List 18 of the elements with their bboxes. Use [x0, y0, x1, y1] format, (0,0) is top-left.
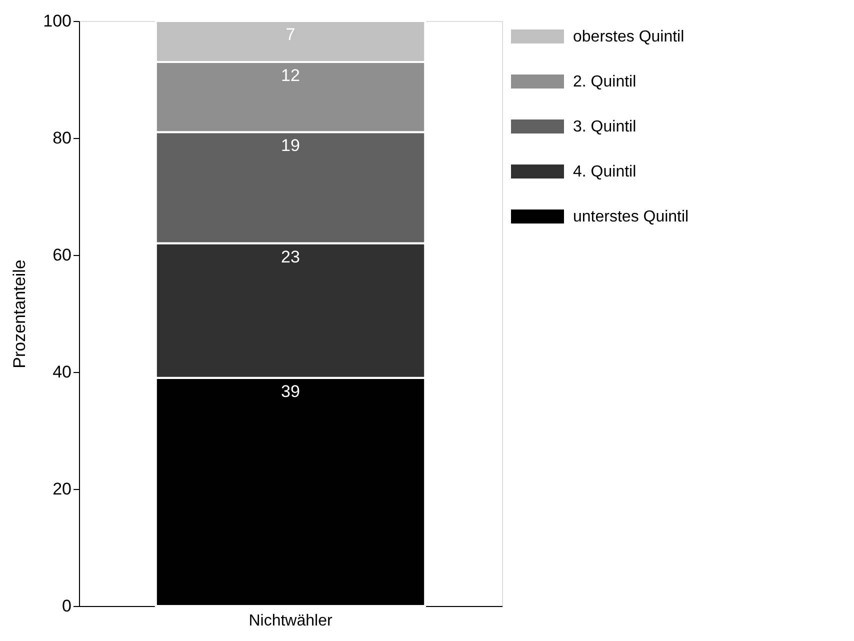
legend-label: 2. Quintil — [573, 74, 636, 90]
y-tick-label: 80 — [52, 128, 72, 148]
y-tick-label: 0 — [62, 596, 72, 616]
legend-label: unterstes Quintil — [573, 208, 689, 226]
y-axis-title: Prozentanteile — [10, 260, 30, 368]
legend-label: oberstes Quintil — [573, 28, 684, 46]
y-tick-label: 60 — [52, 246, 72, 264]
data-label: 19 — [281, 136, 300, 156]
x-tick-label: Nichtwähler — [248, 612, 333, 630]
data-label: 23 — [281, 247, 300, 266]
data-label: 12 — [281, 66, 300, 85]
data-label: 39 — [281, 382, 300, 401]
data-label: 7 — [286, 25, 296, 44]
y-tick-label: 100 — [43, 12, 72, 30]
y-tick-label: 20 — [52, 480, 72, 498]
legend-label: 4. Quintil — [573, 164, 636, 180]
y-tick-label: 40 — [52, 362, 72, 382]
legend-label: 3. Quintil — [573, 118, 636, 136]
